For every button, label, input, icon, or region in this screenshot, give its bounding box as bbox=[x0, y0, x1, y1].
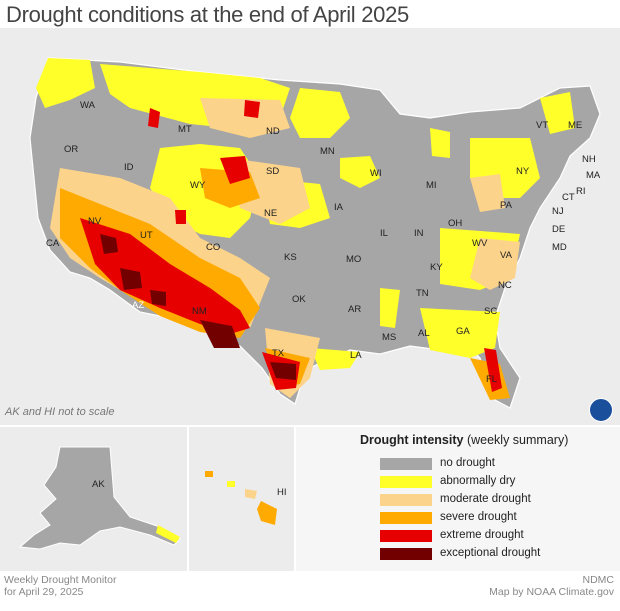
hawaii-island-kauai bbox=[205, 471, 213, 477]
legend-label: abnormally dry bbox=[440, 475, 516, 487]
legend-swatch bbox=[380, 512, 432, 524]
hawaii-island-oahu bbox=[227, 481, 235, 487]
state-label-me: ME bbox=[568, 120, 582, 131]
state-label-in: IN bbox=[414, 228, 424, 239]
state-label-ak: AK bbox=[92, 479, 105, 490]
map-title: Drought conditions at the end of April 2… bbox=[6, 2, 409, 27]
alaska-map-svg: AK bbox=[18, 446, 181, 550]
state-label-ga: GA bbox=[456, 326, 470, 337]
hawaii-island-maui bbox=[245, 489, 257, 499]
legend-label: exceptional drought bbox=[440, 547, 541, 559]
legend-label: extreme drought bbox=[440, 529, 524, 541]
state-label-va: VA bbox=[500, 250, 513, 261]
footer-source: Weekly Drought Monitor for April 29, 202… bbox=[4, 574, 116, 598]
conus-map: WA OR CA NV ID MT WY UT AZ CO NM ND SD N… bbox=[0, 28, 620, 425]
state-label-la: LA bbox=[350, 350, 362, 361]
state-label-wa: WA bbox=[80, 100, 96, 111]
hawaii-inset: HI bbox=[189, 427, 294, 571]
alaska-shape bbox=[18, 446, 181, 550]
state-label-wi: WI bbox=[370, 168, 382, 179]
legend: Drought intensity (weekly summary) no dr… bbox=[296, 427, 620, 571]
footer-credit-line2: Map by NOAA Climate.gov bbox=[489, 586, 614, 598]
state-label-sc: SC bbox=[484, 306, 497, 317]
legend-label: no drought bbox=[440, 457, 495, 469]
legend-label: moderate drought bbox=[440, 493, 531, 505]
state-label-ky: KY bbox=[430, 262, 443, 273]
exceptional-drought-areas bbox=[100, 234, 296, 380]
state-label-mi: MI bbox=[426, 180, 437, 191]
state-label-hi: HI bbox=[277, 487, 287, 498]
hawaii-map-svg: HI bbox=[205, 471, 287, 525]
alaska-dry-area bbox=[156, 525, 180, 543]
legend-title: Drought intensity (weekly summary) bbox=[360, 433, 568, 447]
state-label-ca: CA bbox=[46, 238, 60, 249]
state-labels: WA OR CA NV ID MT WY UT AZ CO NM ND SD N… bbox=[46, 100, 601, 385]
state-label-ms: MS bbox=[382, 332, 396, 343]
conus-map-svg: WA OR CA NV ID MT WY UT AZ CO NM ND SD N… bbox=[29, 57, 601, 409]
state-label-nv: NV bbox=[88, 216, 102, 227]
state-label-wy: WY bbox=[190, 180, 206, 191]
state-label-wv: WV bbox=[472, 238, 488, 249]
alaska-inset: AK bbox=[0, 427, 187, 571]
state-label-sd: SD bbox=[266, 166, 279, 177]
state-label-vt: VT bbox=[536, 120, 548, 131]
legend-title-bold: Drought intensity bbox=[360, 433, 464, 447]
state-label-ut: UT bbox=[140, 230, 153, 241]
state-label-il: IL bbox=[380, 228, 388, 239]
noaa-logo-icon bbox=[589, 398, 613, 422]
state-label-tx: TX bbox=[272, 348, 285, 359]
state-label-de: DE bbox=[552, 224, 565, 235]
state-label-tn: TN bbox=[416, 288, 429, 299]
state-label-ma: MA bbox=[586, 170, 601, 181]
state-label-nm: NM bbox=[192, 306, 207, 317]
state-label-ne: NE bbox=[264, 208, 277, 219]
state-label-ks: KS bbox=[284, 252, 297, 263]
state-label-ny: NY bbox=[516, 166, 530, 177]
state-label-md: MD bbox=[552, 242, 567, 253]
legend-swatch bbox=[380, 530, 432, 542]
state-label-ar: AR bbox=[348, 304, 361, 315]
state-label-nc: NC bbox=[498, 280, 512, 291]
state-label-pa: PA bbox=[500, 200, 513, 211]
state-label-nd: ND bbox=[266, 126, 280, 137]
legend-swatch bbox=[380, 476, 432, 488]
state-label-fl: FL bbox=[486, 374, 497, 385]
state-label-mt: MT bbox=[178, 124, 192, 135]
state-label-oh: OH bbox=[448, 218, 462, 229]
state-label-or: OR bbox=[64, 144, 78, 155]
state-label-al: AL bbox=[418, 328, 430, 339]
state-label-mn: MN bbox=[320, 146, 335, 157]
state-label-nh: NH bbox=[582, 154, 596, 165]
state-label-ri: RI bbox=[576, 186, 586, 197]
legend-swatch bbox=[380, 458, 432, 470]
legend-swatch bbox=[380, 494, 432, 506]
state-label-nj: NJ bbox=[552, 206, 564, 217]
state-label-mo: MO bbox=[346, 254, 361, 265]
footer-source-line2: for April 29, 2025 bbox=[4, 586, 84, 598]
state-label-co: CO bbox=[206, 242, 220, 253]
footer-credit-line1: NDMC bbox=[582, 574, 615, 586]
scale-note: AK and HI not to scale bbox=[5, 406, 115, 418]
state-label-ct: CT bbox=[562, 192, 575, 203]
legend-swatch bbox=[380, 548, 432, 560]
legend-label: severe drought bbox=[440, 511, 517, 523]
footer-source-line1: Weekly Drought Monitor bbox=[4, 574, 117, 586]
state-label-ok: OK bbox=[292, 294, 306, 305]
state-label-ia: IA bbox=[334, 202, 344, 213]
footer-credit: NDMC Map by NOAA Climate.gov bbox=[489, 574, 614, 598]
hawaii-island-big bbox=[257, 501, 277, 525]
state-label-az: AZ bbox=[132, 300, 144, 311]
legend-title-rest: (weekly summary) bbox=[466, 433, 569, 447]
state-label-id: ID bbox=[124, 162, 134, 173]
